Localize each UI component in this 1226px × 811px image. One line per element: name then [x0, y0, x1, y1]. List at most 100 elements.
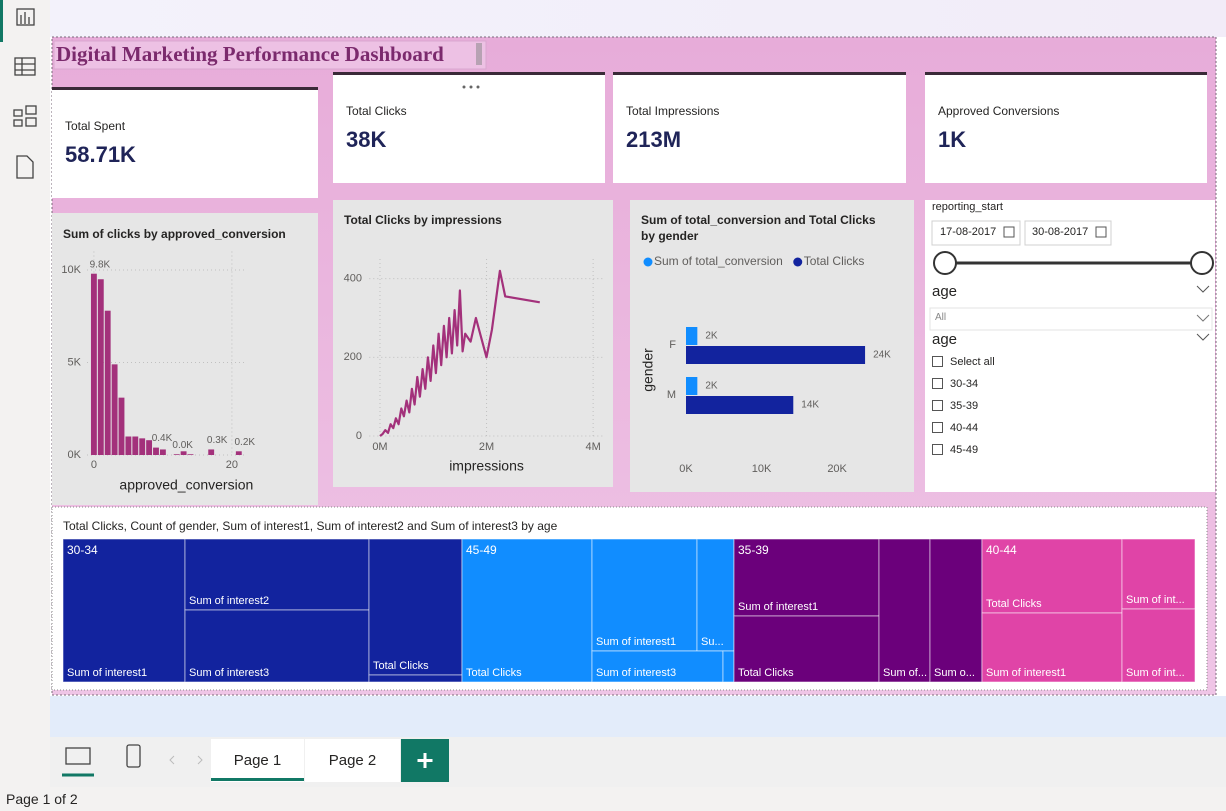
canvas-top	[50, 0, 1226, 37]
calendar-icon[interactable]	[1095, 226, 1107, 238]
date-start[interactable]: 17-08-2017	[940, 226, 997, 238]
treemap-tile	[461, 538, 593, 683]
data-label: 0.2K	[235, 437, 256, 448]
cards-bg	[52, 72, 1207, 198]
x-axis-title: approved_conversion	[119, 477, 253, 493]
report-icon[interactable]	[16, 8, 35, 26]
chevron[interactable]	[1196, 285, 1210, 293]
tile-label: Sum of interest1	[67, 667, 147, 679]
treemap-tile	[1121, 608, 1196, 683]
report-border	[51, 36, 1217, 696]
status-bar	[0, 787, 1226, 811]
treemap-title: Total Clicks, Count of gender, Sum of in…	[63, 519, 558, 533]
checkbox[interactable]	[932, 400, 943, 411]
dashboard-title: Digital Marketing Performance Dashboard	[56, 42, 444, 66]
slicer-field: reporting_start	[932, 201, 1003, 213]
bar	[97, 279, 104, 455]
treemap-tile	[368, 674, 463, 683]
tile-label: Total Clicks	[466, 667, 522, 679]
tile-label: Total Clicks	[986, 598, 1042, 610]
prev-page[interactable]	[169, 755, 175, 765]
legend-label: Total Clicks	[804, 254, 865, 268]
card-label: Approved Conversions	[938, 104, 1060, 118]
bar	[173, 454, 180, 455]
calendar-icon[interactable]	[1003, 226, 1015, 238]
mobile-view[interactable]	[126, 744, 141, 768]
bar	[686, 377, 698, 395]
bar	[90, 273, 97, 455]
bar	[180, 451, 187, 455]
slider-handle[interactable]	[933, 251, 957, 275]
x-tick-label: 0K	[679, 463, 693, 475]
bar	[153, 447, 159, 455]
more-options[interactable]	[462, 85, 480, 89]
card	[333, 72, 605, 183]
group-label: 40-44	[986, 543, 1017, 557]
bar	[208, 449, 215, 455]
chevron[interactable]	[1196, 333, 1210, 341]
slicer-controls	[929, 220, 1214, 341]
dax-icon[interactable]	[16, 155, 34, 179]
bar	[104, 310, 111, 455]
desktop-view[interactable]	[65, 747, 91, 765]
date-end[interactable]: 30-08-2017	[1032, 226, 1089, 238]
treemap-tile	[184, 609, 370, 683]
group-label: 45-49	[466, 543, 497, 557]
tab[interactable]	[305, 739, 400, 782]
bar	[686, 346, 866, 364]
treemap-tile	[981, 612, 1123, 683]
canvas-bottom	[50, 696, 1226, 737]
next-page[interactable]	[197, 755, 203, 765]
line	[379, 269, 540, 437]
checkbox[interactable]	[932, 422, 943, 433]
y-tick-label: 5K	[68, 356, 82, 368]
card-label: Total Clicks	[346, 104, 407, 118]
treemap-tile	[878, 538, 931, 683]
checkbox[interactable]	[932, 444, 943, 455]
dropdown-value[interactable]: All	[935, 312, 947, 323]
tab-label[interactable]: Page 1	[233, 752, 282, 769]
data-label: 24K	[873, 350, 891, 361]
dropdown[interactable]	[929, 307, 1213, 331]
date-input[interactable]	[1024, 220, 1112, 246]
data-label: 0.0K	[172, 440, 193, 451]
group-label: 35-39	[738, 543, 769, 557]
bar	[187, 454, 194, 455]
sidebar-active	[0, 0, 3, 42]
data-label: 2K	[705, 381, 718, 392]
x-axis-title: impressions	[449, 458, 524, 474]
tile-label: Su...	[701, 636, 724, 648]
bar	[235, 451, 242, 455]
treemap-tile	[368, 538, 463, 676]
checkbox-label: 45-49	[950, 444, 978, 456]
treemap-tile	[591, 650, 724, 683]
checkbox[interactable]	[932, 378, 943, 389]
checkbox[interactable]	[932, 356, 943, 367]
sidebar-icons	[13, 8, 37, 179]
tab-label[interactable]: Page 2	[328, 752, 377, 769]
slider-handle[interactable]	[1190, 251, 1214, 275]
tab[interactable]	[211, 739, 304, 782]
chart-title: Sum of clicks by approved_conversion	[63, 227, 286, 241]
chevron[interactable]	[1196, 314, 1210, 322]
y-tick-label: 10K	[61, 264, 81, 276]
treemap-tile	[722, 650, 735, 683]
bar	[686, 396, 794, 414]
bar	[686, 327, 698, 345]
group-label: 30-34	[67, 543, 98, 557]
data-label: 0.3K	[207, 435, 228, 446]
checkbox-label: 35-39	[950, 400, 978, 412]
table-icon[interactable]	[14, 57, 36, 76]
tile-label: Sum of...	[883, 667, 927, 679]
card-label: Total Impressions	[626, 104, 720, 118]
legend-marker	[643, 257, 653, 267]
treemap-tile	[591, 538, 698, 652]
x-tick-label: 20K	[827, 463, 847, 475]
date-input[interactable]	[931, 220, 1021, 246]
card	[925, 72, 1207, 183]
model-icon[interactable]	[13, 109, 23, 117]
bar	[125, 436, 132, 455]
